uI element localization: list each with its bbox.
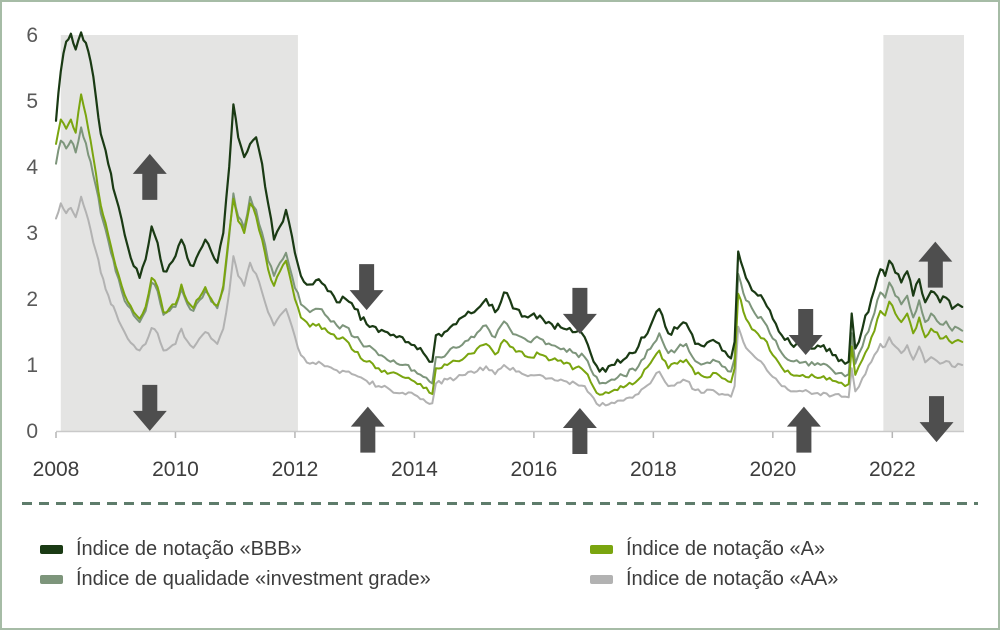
shaded-region-1 [883, 35, 964, 431]
series-line-1 [55, 126, 964, 385]
legend-column-left: Índice de notação «BBB» Índice de qualid… [40, 538, 590, 590]
legend-item-bbb: Índice de notação «BBB» [40, 538, 590, 560]
y-tick-label: 0 [26, 420, 38, 443]
legend-item-aa: Índice de notação «AA» [590, 568, 838, 590]
x-tick-label: 2010 [152, 458, 199, 481]
up-arrow-icon [786, 406, 821, 453]
series-line-2 [55, 93, 964, 396]
legend-column-right: Índice de notação «A» Índice de notação … [590, 538, 838, 590]
y-tick-label: 2 [26, 288, 38, 311]
legend-label-a: Índice de notação «A» [626, 538, 826, 560]
up-arrow-icon [918, 241, 953, 288]
y-tick-label: 1 [26, 354, 38, 377]
down-arrow-icon [132, 384, 167, 431]
x-tick-label: 2016 [511, 458, 558, 481]
legend-swatch-a [590, 544, 613, 554]
y-tick-label: 6 [26, 24, 38, 47]
x-tick-label: 2020 [749, 458, 796, 481]
x-tick-label: 2012 [272, 458, 319, 481]
down-arrow-icon [349, 264, 384, 311]
legend-swatch-aa [590, 574, 613, 584]
y-tick-label: 5 [26, 90, 38, 113]
y-tick-label: 4 [26, 156, 38, 179]
legend-label-investment-grade: Índice de qualidade «investment grade» [76, 568, 431, 590]
series-line-3 [55, 195, 964, 407]
legend-swatch-bbb [40, 544, 63, 554]
x-tick-label: 2022 [869, 458, 916, 481]
legend-label-bbb: Índice de notação «BBB» [76, 538, 302, 560]
up-arrow-icon [350, 406, 385, 453]
up-arrow-icon [562, 408, 597, 454]
x-tick-label: 2008 [33, 458, 80, 481]
x-tick-label: 2018 [630, 458, 677, 481]
credit-rating-index-chart: 2008 2010 2012 2014 2016 2018 2020 2022 0 1 2 3 4 5 6 [26, 24, 964, 481]
legend-item-a: Índice de notação «A» [590, 538, 838, 560]
legend-item-investment-grade: Índice de qualidade «investment grade» [40, 568, 590, 590]
x-tick-label: 2014 [391, 458, 438, 481]
up-arrow-icon [132, 153, 167, 200]
down-arrow-icon [562, 287, 597, 334]
legend-swatch-investment-grade [40, 574, 63, 584]
down-arrow-icon [919, 396, 954, 443]
shaded-region-0 [60, 35, 298, 431]
down-arrow-icon [788, 309, 823, 355]
dashed-divider [22, 502, 978, 505]
legend-label-aa: Índice de notação «AA» [626, 568, 839, 590]
chart-legend: Índice de notação «BBB» Índice de qualid… [40, 538, 838, 590]
y-tick-label: 3 [26, 222, 38, 245]
